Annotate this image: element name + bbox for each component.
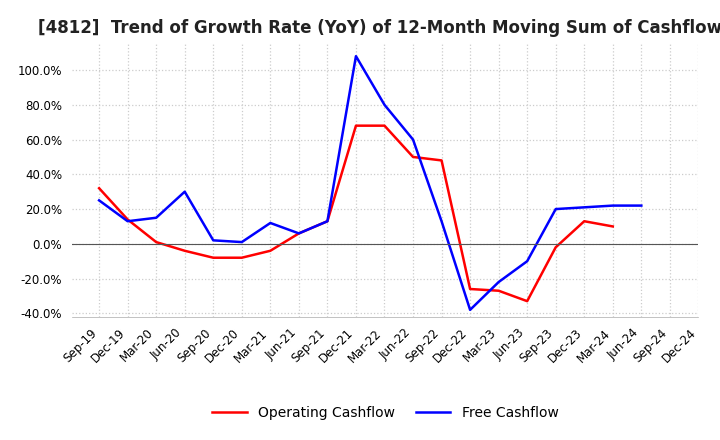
Free Cashflow [608,203,617,208]
Operating Cashflow [608,224,617,229]
Free Cashflow [123,219,132,224]
Free Cashflow [351,54,360,59]
Operating Cashflow [294,231,303,236]
Free Cashflow [238,239,246,245]
Operating Cashflow [495,288,503,293]
Operating Cashflow [181,248,189,253]
Free Cashflow [209,238,217,243]
Free Cashflow [323,219,332,224]
Operating Cashflow [209,255,217,260]
Operating Cashflow [552,245,560,250]
Free Cashflow [637,203,646,208]
Operating Cashflow [580,219,588,224]
Operating Cashflow [152,239,161,245]
Operating Cashflow [380,123,389,128]
Free Cashflow [552,206,560,212]
Operating Cashflow [266,248,274,253]
Operating Cashflow [123,217,132,222]
Operating Cashflow [409,154,418,160]
Operating Cashflow [351,123,360,128]
Free Cashflow [380,102,389,107]
Free Cashflow [95,198,104,203]
Free Cashflow [466,307,474,312]
Line: Operating Cashflow: Operating Cashflow [99,126,613,301]
Free Cashflow [523,259,531,264]
Free Cashflow [580,205,588,210]
Operating Cashflow [523,298,531,304]
Free Cashflow [181,189,189,194]
Line: Free Cashflow: Free Cashflow [99,56,642,310]
Operating Cashflow [238,255,246,260]
Operating Cashflow [95,186,104,191]
Legend: Operating Cashflow, Free Cashflow: Operating Cashflow, Free Cashflow [207,400,564,425]
Free Cashflow [409,137,418,142]
Operating Cashflow [323,219,332,224]
Free Cashflow [294,231,303,236]
Free Cashflow [152,215,161,220]
Operating Cashflow [437,158,446,163]
Operating Cashflow [466,286,474,292]
Free Cashflow [266,220,274,226]
Free Cashflow [495,279,503,285]
Title: [4812]  Trend of Growth Rate (YoY) of 12-Month Moving Sum of Cashflows: [4812] Trend of Growth Rate (YoY) of 12-… [38,19,720,37]
Free Cashflow [437,219,446,224]
